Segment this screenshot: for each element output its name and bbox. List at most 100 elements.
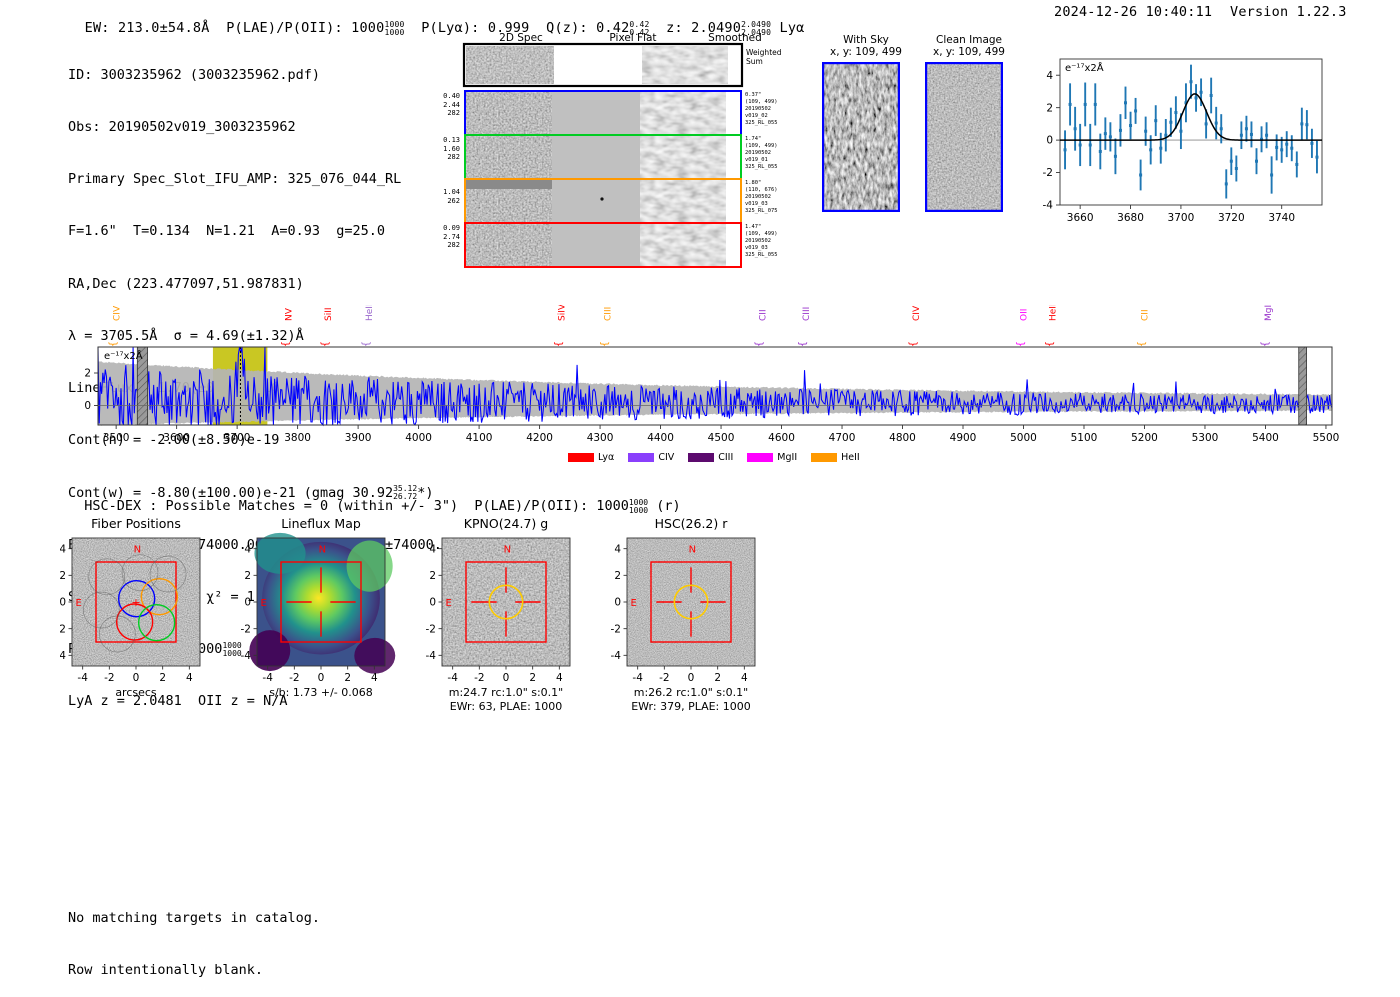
svg-text:-4: -4 xyxy=(611,650,622,662)
header-z-type: Lyα xyxy=(779,20,805,36)
svg-text:CII: CII xyxy=(758,309,768,321)
legend-label: Lyα xyxy=(598,452,615,463)
svg-text:-4: -4 xyxy=(77,672,88,684)
svg-text:+: + xyxy=(131,596,140,609)
svg-text:4100: 4100 xyxy=(466,432,493,444)
legend-swatch-lya xyxy=(568,453,594,462)
imaging-panel-2: KPNO(24.7) g N E -4 -2 0 2 4 -4 -2 0 2 4 m:24.7 rc:1.… xyxy=(426,516,571,713)
svg-text:-4: -4 xyxy=(1043,200,1054,212)
svg-text:NV: NV xyxy=(285,307,295,321)
svg-text:E: E xyxy=(631,598,637,609)
svg-text:2: 2 xyxy=(244,570,251,582)
svg-text:4: 4 xyxy=(186,672,193,684)
svg-text:-2: -2 xyxy=(474,672,484,684)
svg-text:2: 2 xyxy=(344,672,351,684)
svg-text:MgII: MgII xyxy=(1264,305,1274,321)
header-timestamp: 2024-12-26 10:40:11 xyxy=(1054,4,1213,20)
spec2d-col-title-2dspec: 2D Spec xyxy=(499,32,543,44)
svg-text:2: 2 xyxy=(429,570,436,582)
cutout-image xyxy=(925,62,1003,212)
svg-text:3800: 3800 xyxy=(284,432,311,444)
svg-text:4: 4 xyxy=(741,672,748,684)
svg-text:HeII: HeII xyxy=(1049,305,1059,321)
svg-text:Lineflux Map: Lineflux Map xyxy=(281,516,361,531)
spec2d-row-left-labels: 0.09 2.74 282 xyxy=(443,224,460,250)
spec2d-row-right-labels: 1.47" (109, 499) 20190502 v019_03 325_RL_055 xyxy=(745,224,778,259)
hsc-dex-plae-fraction: 1000 1000 xyxy=(628,497,649,515)
spec2d-row-left-labels: 0.13 1.60 282 xyxy=(443,136,460,162)
spec2d-weighted-sum-label: Weighted Sum xyxy=(746,48,782,66)
svg-text:0: 0 xyxy=(60,597,66,609)
header-plae-label: P(LAE)/P(OII): 1000 xyxy=(226,20,385,36)
svg-text:4: 4 xyxy=(1046,70,1053,82)
info-primary-spec: Primary Spec_Slot_IFU_AMP: 325_076_044_R… xyxy=(68,171,402,188)
svg-text:{: { xyxy=(553,341,564,347)
header-z-label: z: 2.0490 xyxy=(666,20,742,36)
cutout-image xyxy=(822,62,900,212)
svg-text:{: { xyxy=(1136,341,1147,347)
info-redshift: LyA z = 2.0481 OII z = N/A xyxy=(68,693,288,710)
svg-text:E: E xyxy=(76,598,82,609)
svg-text:-4: -4 xyxy=(447,672,458,684)
svg-text:0: 0 xyxy=(84,400,91,412)
svg-text:4400: 4400 xyxy=(647,432,674,444)
svg-text:CII: CII xyxy=(1141,309,1151,321)
svg-text:0: 0 xyxy=(244,597,251,609)
svg-text:4500: 4500 xyxy=(708,432,735,444)
spec2d-row xyxy=(464,178,742,224)
svg-text:-4: -4 xyxy=(426,650,437,662)
svg-text:arcsecs: arcsecs xyxy=(115,686,157,699)
svg-text:{: { xyxy=(320,341,331,347)
hsc-dex-filter: (r) xyxy=(656,498,681,514)
svg-text:CIII: CIII xyxy=(802,307,812,321)
svg-text:-4: -4 xyxy=(241,650,252,662)
svg-text:4: 4 xyxy=(429,543,436,555)
svg-text:4: 4 xyxy=(614,543,621,555)
svg-text:N: N xyxy=(319,545,326,556)
svg-text:3900: 3900 xyxy=(345,432,372,444)
header-ew: EW: 213.0±54.8Å xyxy=(84,20,210,36)
svg-text:5500: 5500 xyxy=(1313,432,1340,444)
hsc-dex-text: HSC-DEX : Possible Matches = 0 (within +… xyxy=(84,498,629,514)
svg-text:CIV: CIV xyxy=(912,305,922,321)
svg-text:{: { xyxy=(599,341,610,347)
info-id: ID: 3003235962 (3003235962.pdf) xyxy=(68,66,320,83)
svg-text:5200: 5200 xyxy=(1131,432,1158,444)
imaging-panel-3: HSC(26.2) r N E -4 -2 0 2 4 -4 -2 0 2 4 m:26.2 rc:1.0… xyxy=(611,516,756,713)
svg-text:4300: 4300 xyxy=(587,432,614,444)
cutout-coords: x, y: 109, 499 xyxy=(830,46,902,58)
gmag-fraction: 35.12 26.72 xyxy=(393,484,418,502)
svg-text:HSC(26.2) r: HSC(26.2) r xyxy=(655,516,729,531)
legend-label: HeII xyxy=(841,452,860,463)
svg-text:-2: -2 xyxy=(289,672,299,684)
svg-text:5000: 5000 xyxy=(1010,432,1037,444)
spec2d-row-right-labels: 0.37" (109, 499) 20190502 v019_02 325_RL_055 xyxy=(745,92,778,127)
info-cont-w: Cont(w) = -8.80(±100.00)e-21 (gmag 30.92… xyxy=(68,484,434,502)
svg-text:5100: 5100 xyxy=(1071,432,1098,444)
spec2d-row-right-labels: 1.80" (110, 676) 20190502 v019_03 325_RL_075 xyxy=(745,180,778,215)
spec2d-row-left-labels: 1.04 262 xyxy=(443,188,460,205)
svg-text:-2: -2 xyxy=(60,623,66,635)
svg-text:KPNO(24.7) g: KPNO(24.7) g xyxy=(464,516,548,531)
header-qz-label: Q(z): 0.42 xyxy=(546,20,630,36)
hsc-dex-line: HSC-DEX : Possible Matches = 0 (within +… xyxy=(68,482,681,515)
svg-text:4: 4 xyxy=(371,672,378,684)
cutout-title: Clean Image xyxy=(935,34,1003,46)
info-radec: RA,Dec (223.477097,51.987831) xyxy=(68,275,304,292)
svg-text:4000: 4000 xyxy=(405,432,432,444)
footer-text: No matching targets in catalog. Row inte… xyxy=(68,875,320,997)
svg-text:4900: 4900 xyxy=(950,432,977,444)
line-profile-plot: -4 -2 0 2 4 3660 3680 3700 3720 3740 e⁻¹⁷x2Å xyxy=(1030,45,1330,244)
spec2d-row xyxy=(464,222,742,268)
svg-text:0: 0 xyxy=(133,672,140,684)
svg-text:{: { xyxy=(1016,341,1027,347)
spectrum-legend: Lyα CIV CIII MgII HeII xyxy=(568,452,860,463)
svg-text:{: { xyxy=(361,341,372,347)
svg-text:2: 2 xyxy=(614,570,621,582)
svg-text:4700: 4700 xyxy=(829,432,856,444)
spec2d-row-right-labels: 1.74" (109, 499) 20190502 v019_01 325_RL_055 xyxy=(745,136,778,171)
svg-text:{: { xyxy=(281,341,292,347)
header-plae-fraction: 1000 1000 xyxy=(384,19,405,37)
header-plya: P(Lyα): 0.999 xyxy=(421,20,530,36)
svg-text:-4: -4 xyxy=(632,672,643,684)
